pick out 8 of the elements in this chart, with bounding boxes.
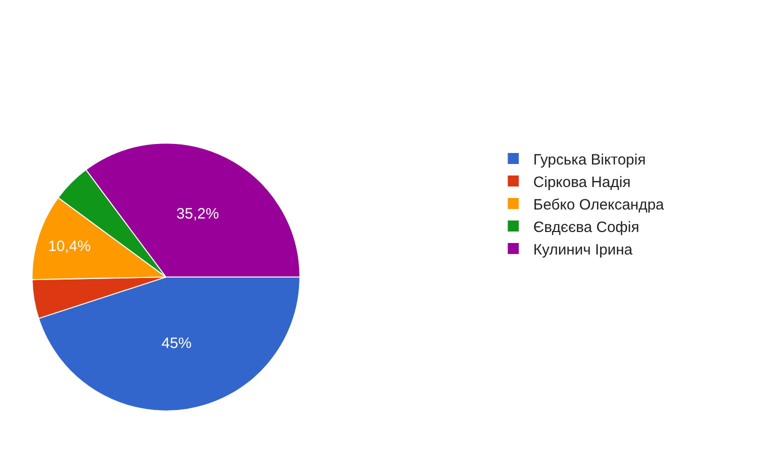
data-label: 10,4% xyxy=(48,238,91,255)
legend-label: Сіркова Надія xyxy=(533,174,631,191)
legend-label: Бебко Олександра xyxy=(533,196,665,214)
data-label: 45% xyxy=(162,335,192,352)
legend-label: Гурська Вікторія xyxy=(533,151,646,168)
legend-label: Кулинич Ірина xyxy=(533,241,634,258)
data-label: 35,2% xyxy=(176,205,219,222)
legend-label: Євдєєва Софія xyxy=(533,218,640,236)
